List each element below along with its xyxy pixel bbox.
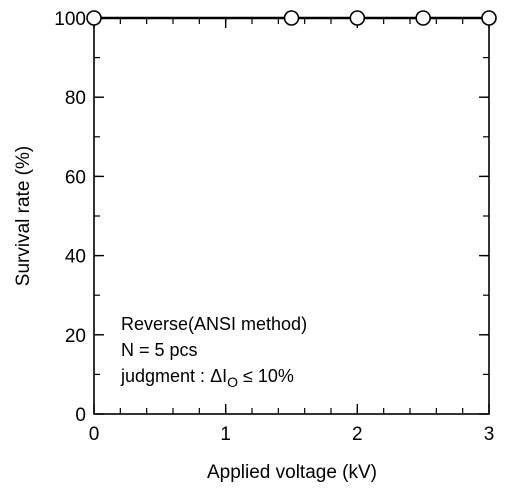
x-tick-label: 0 <box>89 424 100 445</box>
y-axis: 0 20 40 60 80 100 <box>54 9 489 426</box>
data-point <box>481 10 497 26</box>
annotation-line-3: judgment : ΔIO ≤ 10% <box>120 366 294 390</box>
annotation-block: Reverse(ANSI method) N = 5 pcs judgment … <box>120 314 307 390</box>
y-tick-label: 0 <box>75 405 86 426</box>
y-tick-label: 100 <box>54 9 86 30</box>
y-tick-label: 60 <box>65 167 86 188</box>
data-point <box>415 10 431 26</box>
y-axis-title: Survival rate (%) <box>13 146 34 286</box>
data-point <box>283 10 300 26</box>
y-tick-label: 80 <box>65 88 86 109</box>
annotation-current-subscript: O <box>227 374 238 390</box>
annotation-line-3-prefix: judgment : <box>120 366 210 386</box>
y-tick-label: 40 <box>65 247 86 268</box>
annotation-line-1: Reverse(ANSI method) <box>121 314 307 334</box>
data-point <box>86 10 102 26</box>
x-tick-label: 3 <box>484 424 495 445</box>
x-tick-label: 1 <box>220 424 231 445</box>
y-tick-label: 20 <box>65 326 86 347</box>
data-point <box>349 10 366 26</box>
x-tick-label: 2 <box>352 424 363 445</box>
annotation-current-symbol: I <box>222 366 227 386</box>
annotation-line-3-suffix: ≤ 10% <box>238 366 294 386</box>
x-axis-title: Applied voltage (kV) <box>207 462 377 483</box>
annotation-line-2: N = 5 pcs <box>121 340 198 360</box>
annotation-delta-symbol: Δ <box>210 366 222 386</box>
series-layer <box>86 10 497 26</box>
